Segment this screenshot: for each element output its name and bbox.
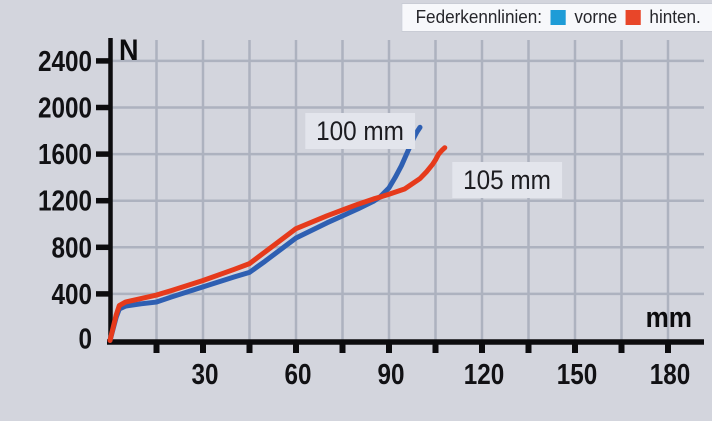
legend-label-hinten: hinten. bbox=[649, 7, 701, 27]
x-tick-label: 120 bbox=[464, 359, 505, 391]
x-tick-label: 30 bbox=[192, 359, 219, 391]
x-tick-label: 180 bbox=[650, 359, 691, 391]
legend-swatch-vorne-icon bbox=[550, 10, 566, 25]
curve-annotation-vorne-100mm: 100 mm bbox=[304, 112, 415, 149]
curve-vorne bbox=[107, 124, 423, 343]
curve-hinten bbox=[107, 145, 448, 343]
x-tick-label: 60 bbox=[285, 359, 312, 391]
x-axis-unit-label: mm bbox=[645, 302, 692, 334]
x-tick-label: 150 bbox=[557, 359, 598, 391]
curve-annotation-hinten-105mm: 105 mm bbox=[452, 161, 562, 198]
y-tick-label: 2400 bbox=[38, 46, 92, 78]
legend-swatch-hinten-icon bbox=[625, 10, 641, 25]
legend-title: Federkennlinien: bbox=[415, 7, 542, 27]
legend-label-vorne: vorne bbox=[574, 7, 617, 27]
y-axis-unit-label: N bbox=[119, 34, 139, 67]
x-tick-label: 90 bbox=[378, 359, 405, 391]
y-tick-label: 400 bbox=[52, 279, 93, 311]
y-tick-label: 0 bbox=[79, 324, 93, 356]
y-tick-label: 800 bbox=[52, 232, 93, 264]
y-tick-label: 1200 bbox=[38, 186, 92, 218]
y-tick-label: 2000 bbox=[38, 93, 92, 125]
legend: Federkennlinien: vorne hinten. bbox=[401, 3, 712, 32]
y-tick-label: 1600 bbox=[38, 139, 92, 171]
